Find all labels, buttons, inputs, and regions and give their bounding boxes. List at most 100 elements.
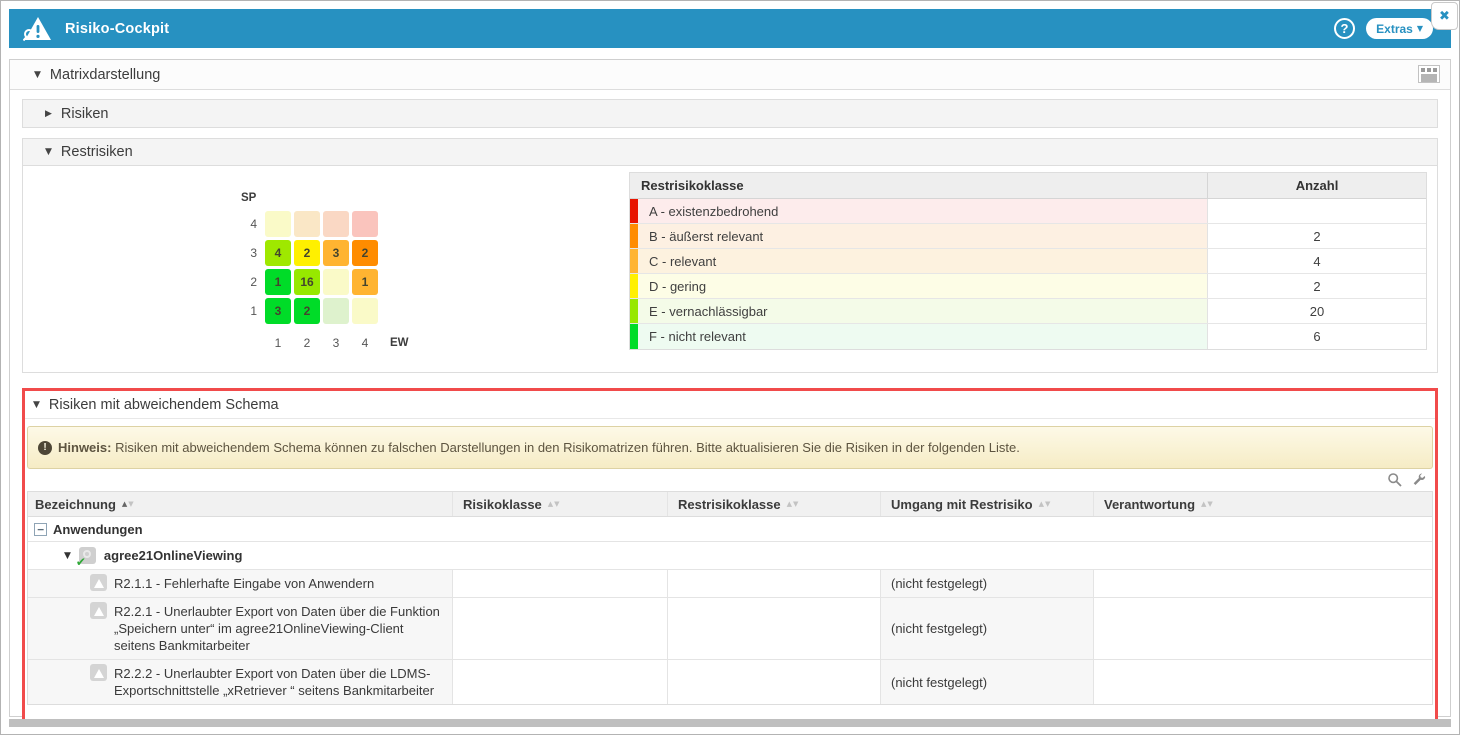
group-row-anwendungen[interactable]: − Anwendungen (28, 517, 1432, 542)
info-icon: ! (38, 441, 52, 455)
column-header-umgang[interactable]: Umgang mit Restrisiko ▲▼ (880, 492, 1093, 516)
main-panel: ▼ Matrixdarstellung ▶ Risiken ▼ Restrisi… (9, 59, 1451, 717)
section-matrixdarstellung[interactable]: ▼ Matrixdarstellung (10, 60, 1450, 90)
matrix-row-labels: 4 3 2 1 (243, 211, 257, 324)
panel-risiken: ▶ Risiken (22, 99, 1438, 128)
sort-asc-icon: ▲ (122, 500, 127, 508)
matrix-cell[interactable]: 3 (323, 240, 349, 266)
class-label: F - nicht relevant (638, 324, 1207, 349)
section-risiken[interactable]: ▶ Risiken (23, 100, 1437, 127)
matrix-y-axis-label: SP (241, 192, 256, 204)
risk-warning-icon (90, 664, 107, 681)
collapse-icon[interactable]: − (34, 523, 47, 536)
column-header-restrisikoklasse[interactable]: Restrisikoklasse ▲▼ (667, 492, 880, 516)
table-row[interactable]: E - vernachlässigbar 20 (630, 299, 1426, 324)
wrench-icon[interactable] (1411, 472, 1427, 488)
class-color-bar (630, 249, 638, 273)
table-row[interactable]: B - äußerst relevant 2 (630, 224, 1426, 249)
restrisikoklasse-table-header: Restrisikoklasse Anzahl (630, 173, 1426, 199)
class-color-bar (630, 274, 638, 298)
table-toolbar (25, 469, 1435, 491)
sort-icons: ▲▼ (122, 500, 134, 508)
umgang-cell: (nicht festgelegt) (880, 570, 1093, 597)
matrix-row-label: 4 (243, 211, 257, 237)
section-schema-label: Risiken mit abweichendem Schema (49, 397, 279, 413)
sort-asc-icon: ▲ (548, 500, 553, 508)
schema-section-highlight: ▼ Risiken mit abweichendem Schema ! Hinw… (22, 388, 1438, 722)
extras-label: Extras (1376, 22, 1413, 36)
check-icon: ✔ (76, 555, 86, 569)
table-row[interactable]: R2.2.1 - Unerlaubter Export von Daten üb… (28, 598, 1432, 660)
matrix-cell[interactable]: 1 (265, 269, 291, 295)
class-color-bar (630, 224, 638, 248)
matrix-cell[interactable]: 2 (294, 298, 320, 324)
matrix-cell[interactable] (323, 211, 349, 237)
column-header-anzahl: Anzahl (1207, 173, 1426, 198)
caret-down-icon: ▼ (34, 70, 41, 80)
matrix-cell[interactable]: 16 (294, 269, 320, 295)
panel-restrisiken: ▼ Restrisiken SP 4 3 2 1 4 2 (22, 138, 1438, 373)
table-view-icon[interactable] (1418, 65, 1440, 83)
risk-name: R2.1.1 - Fehlerhafte Eingabe von Anwende… (114, 576, 374, 591)
sort-icons: ▲▼ (548, 500, 560, 508)
matrix-col-labels: 1 2 3 4 (265, 330, 378, 356)
sort-asc-icon: ▲ (1201, 500, 1206, 508)
matrix-cell[interactable]: 2 (352, 240, 378, 266)
column-header-risikoklasse[interactable]: Risikoklasse ▲▼ (452, 492, 667, 516)
sort-icons: ▲▼ (787, 500, 799, 508)
matrix-cell[interactable] (294, 211, 320, 237)
restrisikoklasse-cell (667, 598, 880, 659)
caret-right-icon: ▶ (45, 109, 52, 119)
matrix-cell[interactable] (265, 211, 291, 237)
column-header-verantwortung[interactable]: Verantwortung ▲▼ (1093, 492, 1432, 516)
matrix-cell[interactable]: 1 (352, 269, 378, 295)
class-count: 2 (1207, 224, 1426, 248)
table-row[interactable]: D - gering 2 (630, 274, 1426, 299)
sort-asc-icon: ▲ (1039, 500, 1044, 508)
hint-label: Hinweis: (58, 440, 111, 455)
restrisiken-content: SP 4 3 2 1 4 2 3 2 1 16 (23, 166, 1437, 372)
table-row[interactable]: A - existenzbedrohend (630, 199, 1426, 224)
matrix-cell[interactable]: 3 (265, 298, 291, 324)
restrisikoklasse-cell (667, 660, 880, 704)
table-row[interactable]: R2.1.1 - Fehlerhafte Eingabe von Anwende… (28, 570, 1432, 598)
column-header-bezeichnung[interactable]: Bezeichnung ▲▼ (28, 492, 452, 516)
matrix-cell[interactable] (352, 211, 378, 237)
class-label: D - gering (638, 274, 1207, 298)
class-label: A - existenzbedrohend (638, 199, 1207, 223)
umgang-cell: (nicht festgelegt) (880, 660, 1093, 704)
matrix-cell[interactable] (323, 269, 349, 295)
matrix-cell[interactable] (323, 298, 349, 324)
section-restrisiken[interactable]: ▼ Restrisiken (23, 139, 1437, 166)
help-button[interactable]: ? (1334, 18, 1355, 39)
extras-button[interactable]: Extras ▼ (1366, 18, 1433, 39)
table-row[interactable]: C - relevant 4 (630, 249, 1426, 274)
subgroup-row-agree21onlineviewing[interactable]: ▼ ✔ agree21OnlineViewing (28, 542, 1432, 570)
class-count: 2 (1207, 274, 1426, 298)
close-button[interactable]: ✖ (1431, 2, 1458, 30)
column-header-restrisikoklasse: Restrisikoklasse (630, 173, 1207, 198)
column-label: Umgang mit Restrisiko (891, 497, 1033, 512)
table-row[interactable]: F - nicht relevant 6 (630, 324, 1426, 349)
matrix-cell[interactable] (352, 298, 378, 324)
risk-matrix: 4 2 3 2 1 16 1 3 2 (265, 211, 378, 324)
group-label: Anwendungen (53, 522, 143, 537)
search-icon[interactable] (1387, 472, 1403, 488)
table-row[interactable]: R2.2.2 - Unerlaubter Export von Daten üb… (28, 660, 1432, 704)
sort-desc-icon: ▼ (128, 500, 133, 508)
class-count: 4 (1207, 249, 1426, 273)
table-icon-dots (1421, 68, 1437, 72)
section-schema[interactable]: ▼ Risiken mit abweichendem Schema (25, 391, 1435, 419)
caret-down-icon: ▼ (45, 147, 52, 157)
close-icon: ✖ (1439, 9, 1450, 24)
risk-name-cell: R2.2.2 - Unerlaubter Export von Daten üb… (28, 660, 452, 704)
matrix-row-label: 3 (243, 240, 257, 266)
matrix-cell[interactable]: 4 (265, 240, 291, 266)
risikoklasse-cell (452, 598, 667, 659)
matrix-cell[interactable]: 2 (294, 240, 320, 266)
horizontal-scrollbar[interactable] (9, 719, 1451, 727)
chevron-down-icon: ▼ (1417, 24, 1423, 33)
risikoklasse-cell (452, 660, 667, 704)
matrix-x-axis-label: EW (390, 330, 409, 356)
class-count: 6 (1207, 324, 1426, 349)
